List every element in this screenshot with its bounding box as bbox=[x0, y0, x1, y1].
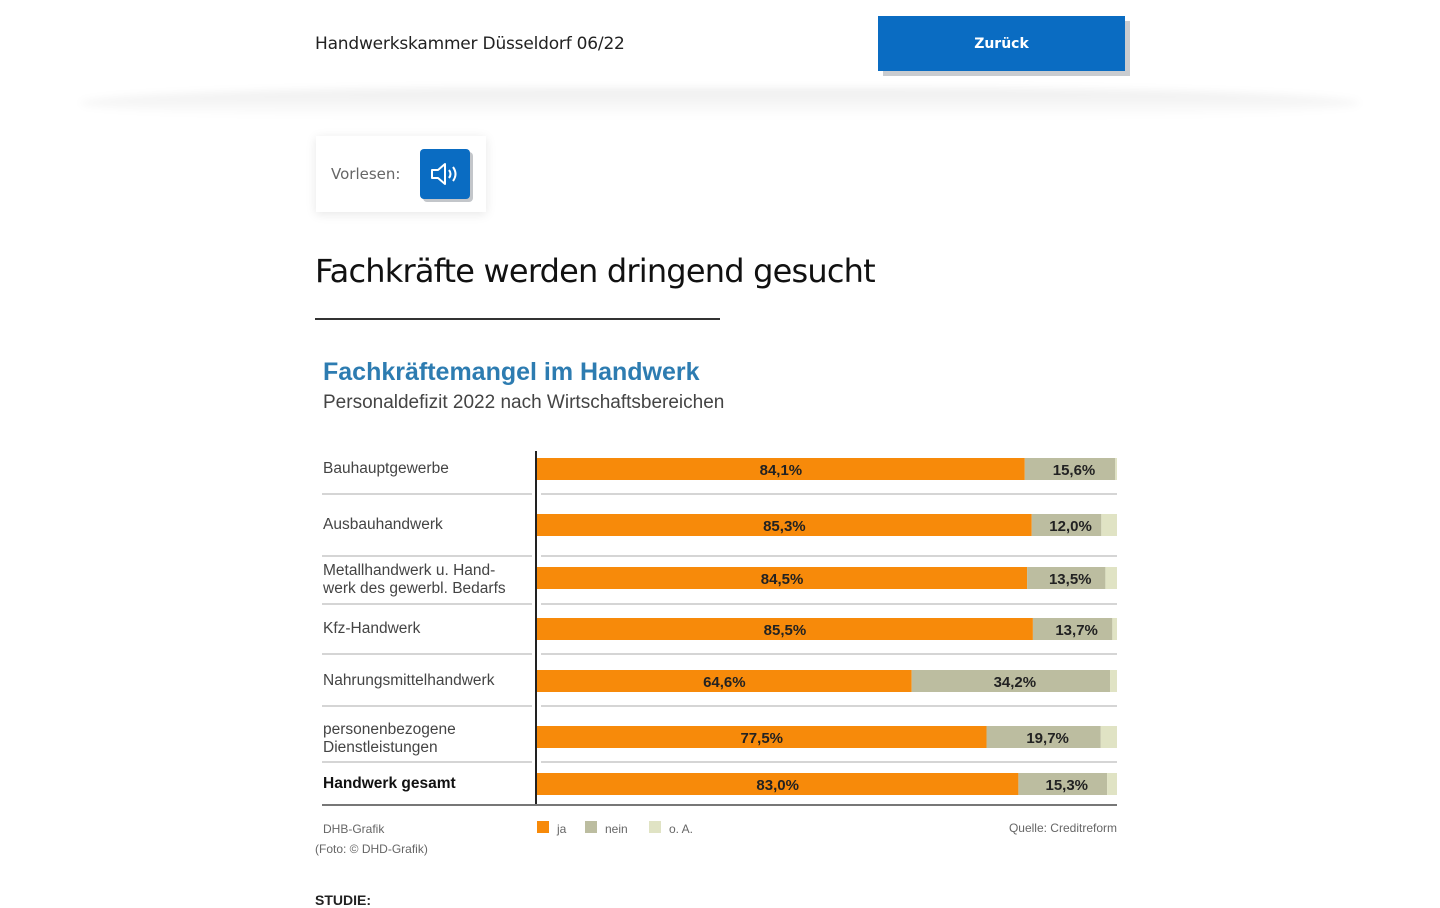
read-aloud-label: Vorlesen: bbox=[331, 165, 401, 183]
bar-nein bbox=[986, 726, 1101, 748]
photo-credit: (Foto: © DHD-Grafik) bbox=[315, 842, 428, 856]
data-label: 15,6% bbox=[1053, 462, 1096, 479]
data-label: 34,2% bbox=[994, 674, 1037, 691]
legend-label: o. A. bbox=[669, 822, 693, 836]
category-label: personenbezogene Dienstleistungen bbox=[323, 721, 456, 756]
bar-oa bbox=[1115, 458, 1117, 480]
bar-nein bbox=[1031, 514, 1102, 536]
legend-swatch-oa bbox=[649, 821, 661, 833]
back-button[interactable]: Zurück bbox=[878, 16, 1125, 71]
bar-oa bbox=[1100, 726, 1117, 748]
bar-nein bbox=[911, 670, 1111, 692]
legend-label: ja bbox=[556, 822, 567, 836]
bar-nein bbox=[1032, 618, 1113, 640]
bar-ja bbox=[537, 514, 1032, 536]
data-label: 13,5% bbox=[1049, 571, 1092, 588]
bar-ja bbox=[537, 726, 987, 748]
category-label: Bauhauptgewerbe bbox=[323, 460, 449, 477]
legend-swatch-ja bbox=[537, 821, 549, 833]
data-label: 13,7% bbox=[1055, 622, 1098, 639]
bar-ja bbox=[537, 670, 912, 692]
legend-swatch-nein bbox=[585, 821, 597, 833]
bar-oa bbox=[1107, 773, 1117, 795]
header-bar: Handwerkskammer Düsseldorf 06/22 Zurück bbox=[0, 0, 1440, 90]
category-label: Kfz-Handwerk bbox=[323, 620, 421, 637]
chart-title: Fachkräftemangel im Handwerk bbox=[323, 358, 700, 386]
data-label: 84,1% bbox=[760, 462, 803, 479]
read-aloud-box: Vorlesen: bbox=[316, 136, 486, 212]
read-aloud-button[interactable] bbox=[420, 149, 470, 199]
bar-nein bbox=[1018, 773, 1108, 795]
header-title: Handwerkskammer Düsseldorf 06/22 bbox=[315, 34, 625, 54]
page-title: Fachkräfte werden dringend gesucht bbox=[315, 252, 876, 290]
bar-ja bbox=[537, 567, 1028, 589]
legend-label: nein bbox=[605, 822, 628, 836]
bar-ja bbox=[537, 458, 1025, 480]
data-label: 12,0% bbox=[1049, 518, 1092, 535]
header-shadow bbox=[80, 88, 1360, 118]
bar-oa bbox=[1110, 670, 1117, 692]
category-label: Ausbauhandwerk bbox=[323, 516, 443, 533]
data-label: 19,7% bbox=[1026, 730, 1069, 747]
data-label: 15,3% bbox=[1045, 777, 1088, 794]
data-label: 83,0% bbox=[756, 777, 799, 794]
source-graphic-label: DHB-Grafik bbox=[323, 822, 385, 836]
bar-oa bbox=[1105, 567, 1117, 589]
title-divider bbox=[315, 318, 720, 320]
bar-oa bbox=[1101, 514, 1117, 536]
data-label: 85,5% bbox=[764, 622, 807, 639]
category-label: Metallhandwerk u. Hand-werk des gewerbl.… bbox=[322, 562, 506, 597]
data-label: 64,6% bbox=[703, 674, 746, 691]
article-lead-text: STUDIE: bbox=[315, 892, 371, 908]
data-label: 77,5% bbox=[740, 730, 783, 747]
bar-nein bbox=[1027, 567, 1106, 589]
article-lead-label: STUDIE: bbox=[315, 892, 371, 908]
bar-oa bbox=[1112, 618, 1117, 640]
speaker-icon bbox=[431, 163, 457, 185]
chart-subtitle: Personaldefizit 2022 nach Wirtschaftsber… bbox=[323, 392, 725, 413]
bar-ja bbox=[537, 773, 1019, 795]
source-label: Quelle: Creditreform bbox=[1009, 821, 1117, 835]
data-label: 84,5% bbox=[761, 571, 804, 588]
bar-nein bbox=[1024, 458, 1116, 480]
data-label: 85,3% bbox=[763, 518, 806, 535]
bar-ja bbox=[537, 618, 1033, 640]
category-label: Handwerk gesamt bbox=[323, 775, 456, 792]
category-label: Nahrungsmittelhandwerk bbox=[323, 672, 495, 689]
